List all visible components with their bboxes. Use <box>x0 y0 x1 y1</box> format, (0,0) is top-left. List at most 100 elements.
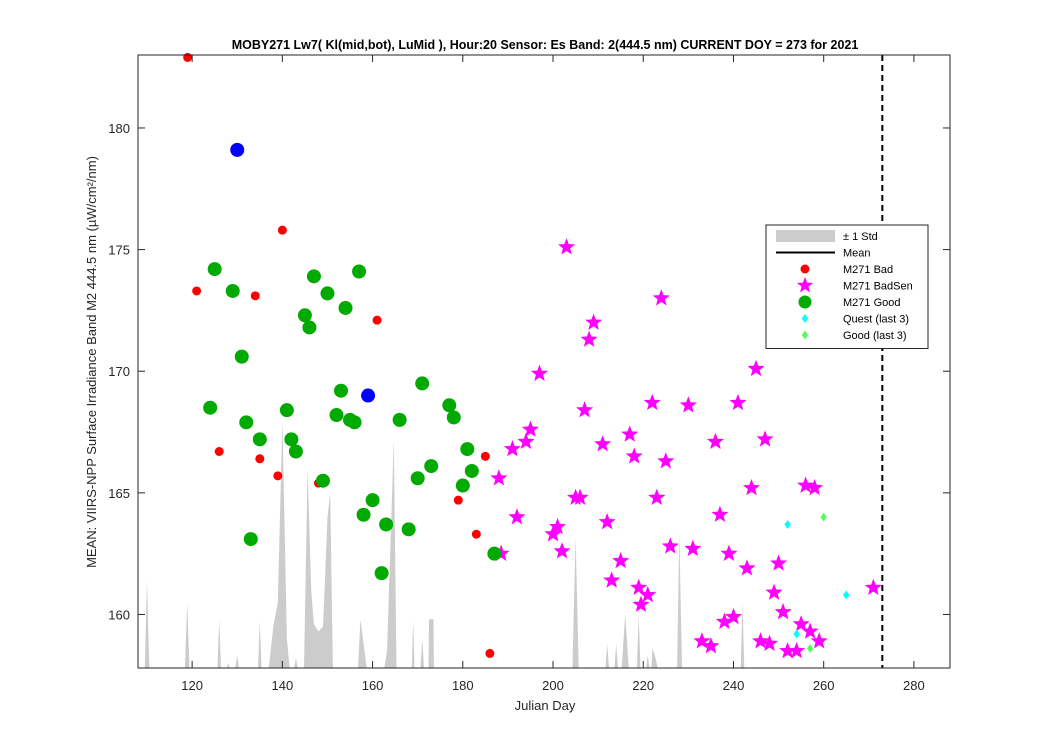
legend-swatch <box>801 314 809 323</box>
data-point <box>715 612 733 630</box>
data-point <box>424 459 439 474</box>
legend-swatch <box>801 330 809 340</box>
data-point <box>693 632 711 649</box>
data-point <box>751 632 770 649</box>
legend-swatch <box>800 264 810 274</box>
legend-label: Good (last 3) <box>843 330 907 342</box>
data-point <box>720 544 738 561</box>
legend-label: ± 1 Std <box>843 231 878 243</box>
data-point <box>792 615 810 632</box>
data-point <box>297 308 312 323</box>
data-point <box>761 634 779 651</box>
data-point <box>352 264 367 279</box>
x-tick-label: 240 <box>723 678 745 693</box>
data-point <box>207 262 222 277</box>
data-point <box>684 539 702 557</box>
legend-box <box>765 224 929 349</box>
data-point <box>455 478 470 493</box>
data-point <box>374 566 389 581</box>
data-point <box>508 508 526 525</box>
data-point <box>548 517 567 535</box>
x-tick-label: 260 <box>813 678 835 693</box>
data-point <box>284 432 299 447</box>
chart-title: MOBY271 Lw7( Kl(mid,bot), LuMid ), Hour:… <box>232 38 859 52</box>
data-point <box>365 493 380 508</box>
y-tick-label: 165 <box>108 486 130 501</box>
data-point <box>571 488 589 505</box>
plot-frame <box>137 54 951 669</box>
data-point <box>639 586 657 603</box>
data-point <box>793 629 800 639</box>
data-point <box>410 471 425 486</box>
data-point <box>580 330 598 347</box>
data-point <box>770 554 788 571</box>
data-point <box>612 551 630 569</box>
data-point <box>485 648 495 658</box>
data-point <box>576 401 594 418</box>
plot-area <box>138 55 950 668</box>
data-point <box>553 542 571 559</box>
data-point <box>810 632 828 649</box>
data-point <box>288 444 303 459</box>
data-point <box>490 469 508 486</box>
data-point <box>334 383 348 398</box>
data-point <box>453 495 463 505</box>
data-point <box>480 451 490 461</box>
data-point <box>738 559 756 576</box>
data-point <box>338 300 353 315</box>
data-point <box>183 52 193 62</box>
x-tick-label: 140 <box>272 678 294 693</box>
data-point <box>864 578 882 596</box>
data-point <box>464 463 479 478</box>
data-point <box>521 420 540 437</box>
data-point <box>774 603 792 620</box>
data-point <box>657 452 675 469</box>
data-point <box>742 478 761 496</box>
data-point <box>460 442 475 457</box>
data-point <box>234 349 249 364</box>
data-point <box>347 415 362 430</box>
data-point <box>379 517 394 532</box>
legend-swatch <box>798 295 812 309</box>
data-point <box>503 440 521 457</box>
data-point <box>372 315 382 325</box>
data-point <box>203 400 218 415</box>
data-point <box>446 410 461 425</box>
data-point <box>797 476 815 493</box>
data-point <box>530 364 549 381</box>
data-point <box>706 432 724 450</box>
data-point <box>679 396 697 413</box>
y-tick-label: 180 <box>108 121 130 136</box>
y-axis-label: MEAN: VIIRS-NPP Surface Irradiance Band … <box>84 156 99 568</box>
data-point <box>788 641 806 659</box>
x-tick-label: 120 <box>181 678 203 693</box>
data-point <box>329 408 344 423</box>
data-point <box>843 590 850 600</box>
data-point <box>302 320 317 335</box>
data-point <box>779 641 797 659</box>
data-point <box>632 595 650 613</box>
data-point <box>603 571 621 588</box>
data-point <box>239 415 254 430</box>
data-point <box>652 289 670 306</box>
data-point <box>625 447 643 464</box>
x-tick-label: 200 <box>542 678 564 693</box>
data-point <box>747 359 765 377</box>
x-tick-label: 280 <box>903 678 925 693</box>
data-point <box>801 622 819 639</box>
data-point <box>214 447 224 457</box>
data-point <box>243 532 258 547</box>
legend-label: Mean <box>843 248 871 260</box>
legend-label: Quest (last 3) <box>843 314 909 326</box>
data-point <box>806 478 824 496</box>
data-point <box>361 388 376 403</box>
data-point <box>442 398 457 413</box>
data-point <box>820 512 827 522</box>
x-tick-label: 180 <box>452 678 474 693</box>
data-point <box>517 432 535 450</box>
axis-ticks: 120 140 160 180 200 220 240 260 280 160 165 170 175 1… <box>108 55 950 693</box>
legend-label: M271 Bad <box>843 264 893 276</box>
legend-swatch <box>776 230 835 242</box>
data-point <box>273 471 283 481</box>
